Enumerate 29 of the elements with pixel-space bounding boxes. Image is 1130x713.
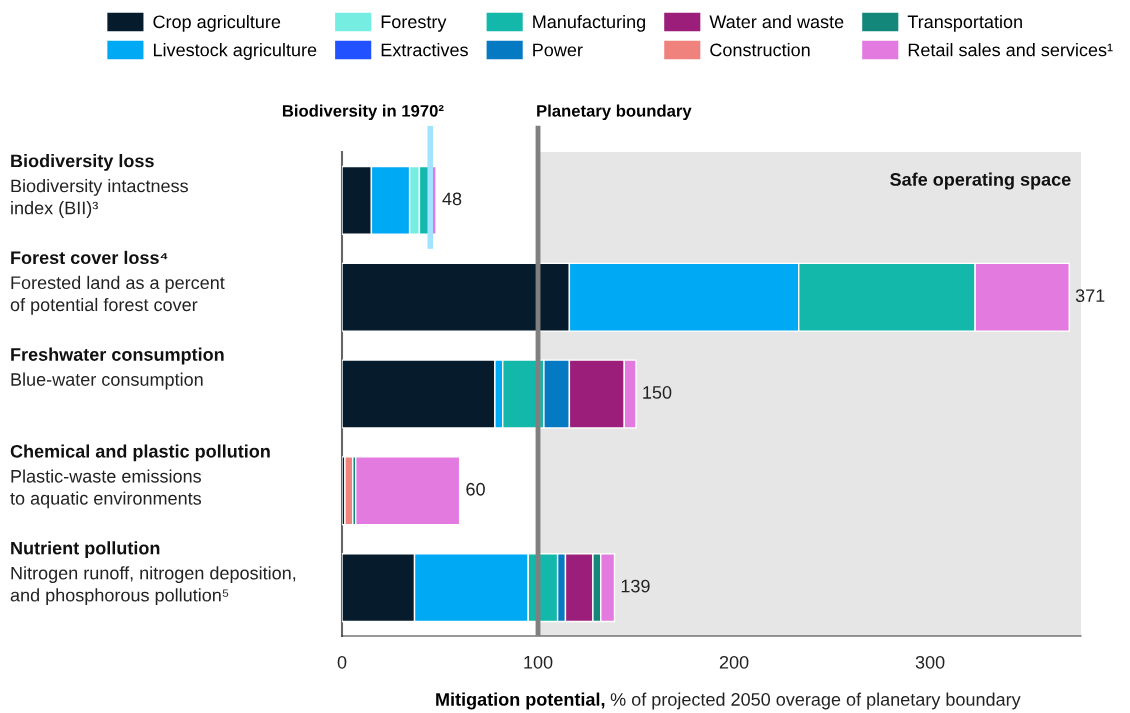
legend-label: Extractives xyxy=(381,43,468,57)
x-tick-label: 100 xyxy=(524,655,553,669)
y-tick-label: Forest cover loss⁴ Forested land as a percent of potential forest cover xyxy=(10,250,225,315)
legend-label: Power xyxy=(533,43,583,57)
x-tick-label: 200 xyxy=(719,655,749,669)
total-label: 48 xyxy=(442,192,462,206)
total-label: 60 xyxy=(466,482,485,496)
total-label: 150 xyxy=(643,386,672,399)
y-tick-label: Biodiversity loss Biodiversity intactness index (BII)³ xyxy=(11,154,188,218)
legend-label: Construction xyxy=(710,43,810,57)
ref-line-label: Planetary boundary xyxy=(537,104,692,121)
x-tick-label: 300 xyxy=(915,655,945,669)
y-tick-label: Chemical and plastic pollution Plastic-waste emissions to aquatic environments xyxy=(10,444,270,509)
legend-label: Water and waste xyxy=(709,14,844,29)
y-tick-label: Nutrient pollution Nitrogen runoff, nitrogen deposition, and phosphorous pollution⁵ xyxy=(10,541,296,606)
legend-label: Livestock agriculture xyxy=(153,43,317,60)
total-label: 139 xyxy=(621,579,650,593)
legend-label: Crop agriculture xyxy=(153,14,281,32)
y-tick-label: Freshwater consumption Blue-water consumption xyxy=(11,347,224,390)
total-label: 371 xyxy=(1075,289,1105,303)
legend-label: Manufacturing xyxy=(533,14,645,32)
bar xyxy=(355,456,461,526)
legend-label: Forestry xyxy=(381,15,447,32)
legend-label: Retail sales and services¹ xyxy=(908,43,1113,57)
band-label: Safe operating space xyxy=(890,172,1071,190)
x-tick-label: 0 xyxy=(337,655,347,669)
x-axis-title: Mitigation potential, % of projected 2050 overage of planetary boundary xyxy=(436,692,1021,710)
ref-line-label: Biodiversity in 1970² xyxy=(282,104,444,121)
legend-label: Transportation xyxy=(907,14,1022,32)
